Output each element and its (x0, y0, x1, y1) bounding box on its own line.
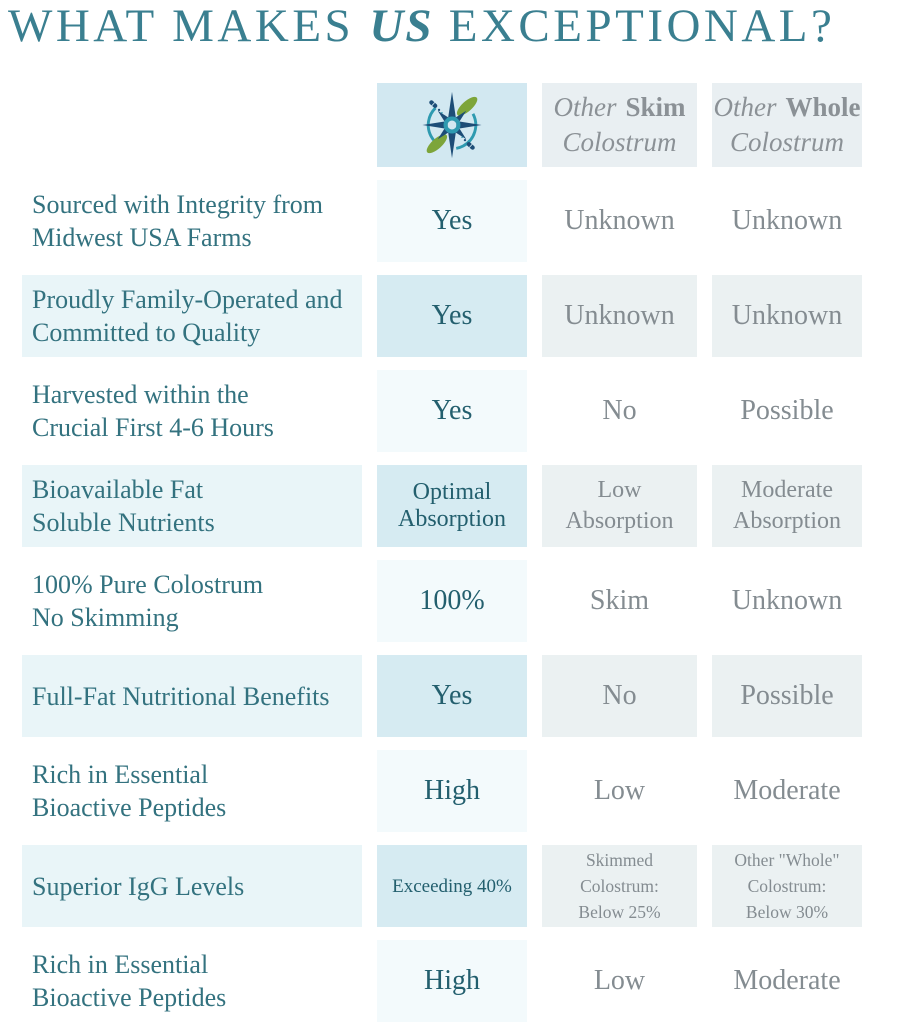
whole-value-cell: Moderate (733, 965, 841, 997)
column-header-line2: Colostrum (729, 127, 845, 158)
skim-value-cell: Unknown (542, 275, 697, 358)
row-label-bioavailable-fat: Bioavailable Fat Soluble Nutrients (22, 465, 362, 548)
page-title: WHAT MAKES US EXCEPTIONAL? (0, 0, 898, 51)
header-whole-word: Whole (785, 92, 861, 123)
skim-value-cell: Low (593, 965, 646, 997)
row-label-pure-colostrum: 100% Pure Colostrum No Skimming (32, 570, 264, 633)
title-emphasis: US (369, 0, 434, 52)
skim-value-cell: Unknown (564, 205, 675, 237)
brand-compass-leaf-logo-icon (422, 92, 482, 159)
column-header-other-whole: Other Whole Colostrum (712, 83, 862, 168)
row-label-harvested-early: Harvested within the Crucial First 4-6 H… (32, 380, 274, 443)
column-header-line1: Other Whole (713, 90, 860, 125)
brand-value-cell: Yes (377, 180, 527, 263)
skim-value-cell: No (602, 395, 637, 427)
whole-value-cell: Other "Whole" Colostrum: Below 30% (712, 845, 862, 928)
skim-value-cell: Skim (589, 585, 650, 617)
brand-value-cell: Yes (377, 370, 527, 453)
brand-value-cell: 100% (377, 560, 527, 643)
skim-value-cell: Low (593, 775, 646, 807)
skim-value-cell: Skimmed Colostrum: Below 25% (542, 845, 697, 928)
whole-value-cell: Moderate Absorption (712, 465, 862, 548)
brand-value-cell: Exceeding 40% (377, 845, 527, 928)
row-label-family-operated: Proudly Family-Operated and Committed to… (22, 275, 362, 358)
brand-value-cell: Yes (377, 275, 527, 358)
skim-value-cell: No (542, 655, 697, 738)
whole-value-cell: Possible (740, 395, 834, 427)
row-label-bioactive-peptides: Rich in Essential Bioactive Peptides (32, 950, 227, 1013)
header-other-word: Other (713, 92, 777, 123)
column-header-line1: Other Skim (553, 90, 685, 125)
row-label-superior-igg: Superior IgG Levels (22, 845, 362, 928)
header-other-word: Other (553, 92, 617, 123)
brand-logo-cell (377, 83, 527, 168)
whole-value-cell: Moderate (733, 775, 841, 807)
row-label-bioactive-peptides: Rich in Essential Bioactive Peptides (32, 760, 227, 823)
row-label-full-fat-benefits: Full-Fat Nutritional Benefits (22, 655, 362, 738)
title-part1: WHAT MAKES (8, 0, 370, 52)
column-header-other-skim: Other Skim Colostrum (542, 83, 697, 168)
comparison-table: Other Skim Colostrum Other Whole Colostrum… (22, 83, 898, 1023)
row-label-sourced-with-integrity: Sourced with Integrity from Midwest USA … (32, 190, 323, 253)
whole-value-cell: Possible (712, 655, 862, 738)
header-spacer (22, 83, 362, 167)
header-skim-word: Skim (625, 92, 686, 123)
brand-value-cell: High (377, 940, 527, 1023)
brand-value-cell: Optimal Absorption (377, 465, 527, 548)
brand-value-cell: High (377, 750, 527, 833)
column-header-line2: Colostrum (562, 127, 677, 158)
whole-value-cell: Unknown (731, 585, 843, 617)
brand-value-cell: Yes (377, 655, 527, 738)
whole-value-cell: Unknown (731, 205, 843, 237)
whole-value-cell: Unknown (712, 275, 862, 358)
skim-value-cell: Low Absorption (542, 465, 697, 548)
title-part2: EXCEPTIONAL? (433, 0, 836, 52)
